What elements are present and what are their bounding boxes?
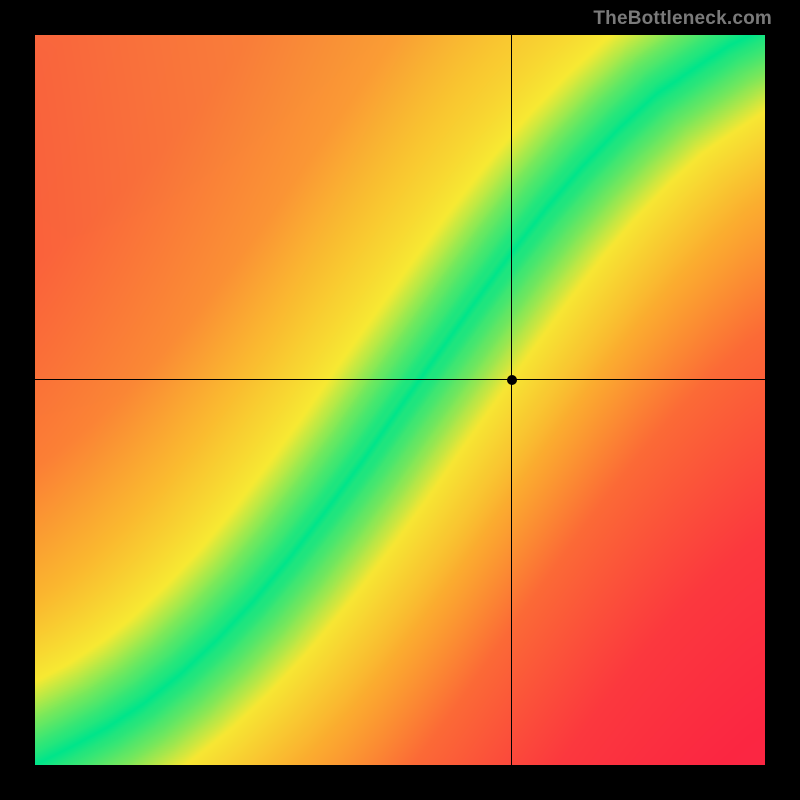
crosshair-vertical [511,35,512,765]
chart-frame: TheBottleneck.com [0,0,800,800]
heatmap-canvas [35,35,765,765]
watermark-text: TheBottleneck.com [593,8,772,30]
crosshair-horizontal [35,379,765,380]
crosshair-marker [507,375,517,385]
heatmap-plot [35,35,765,765]
